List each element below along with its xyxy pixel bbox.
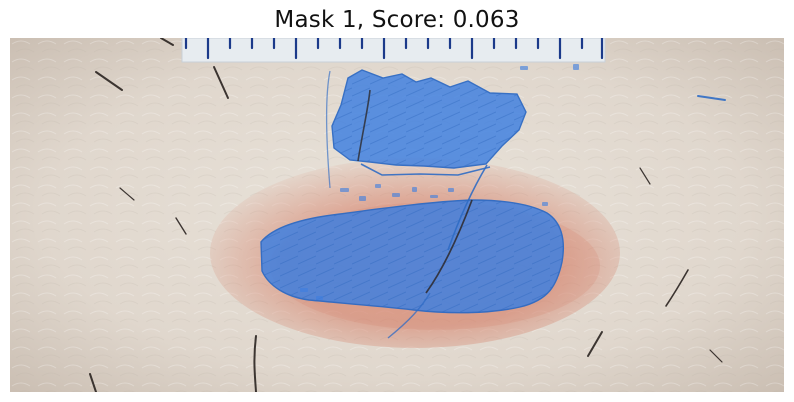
segmentation-mask-lower: [260, 164, 565, 339]
hair-strands: [89, 38, 726, 392]
ruler-icon: [181, 38, 606, 63]
dermatology-image: [10, 38, 784, 392]
image-canvas: [10, 38, 784, 392]
figure-title: Mask 1, Score: 0.063: [274, 7, 520, 33]
mask-speckles: [300, 64, 579, 300]
segmentation-mask-upper: [325, 69, 527, 189]
